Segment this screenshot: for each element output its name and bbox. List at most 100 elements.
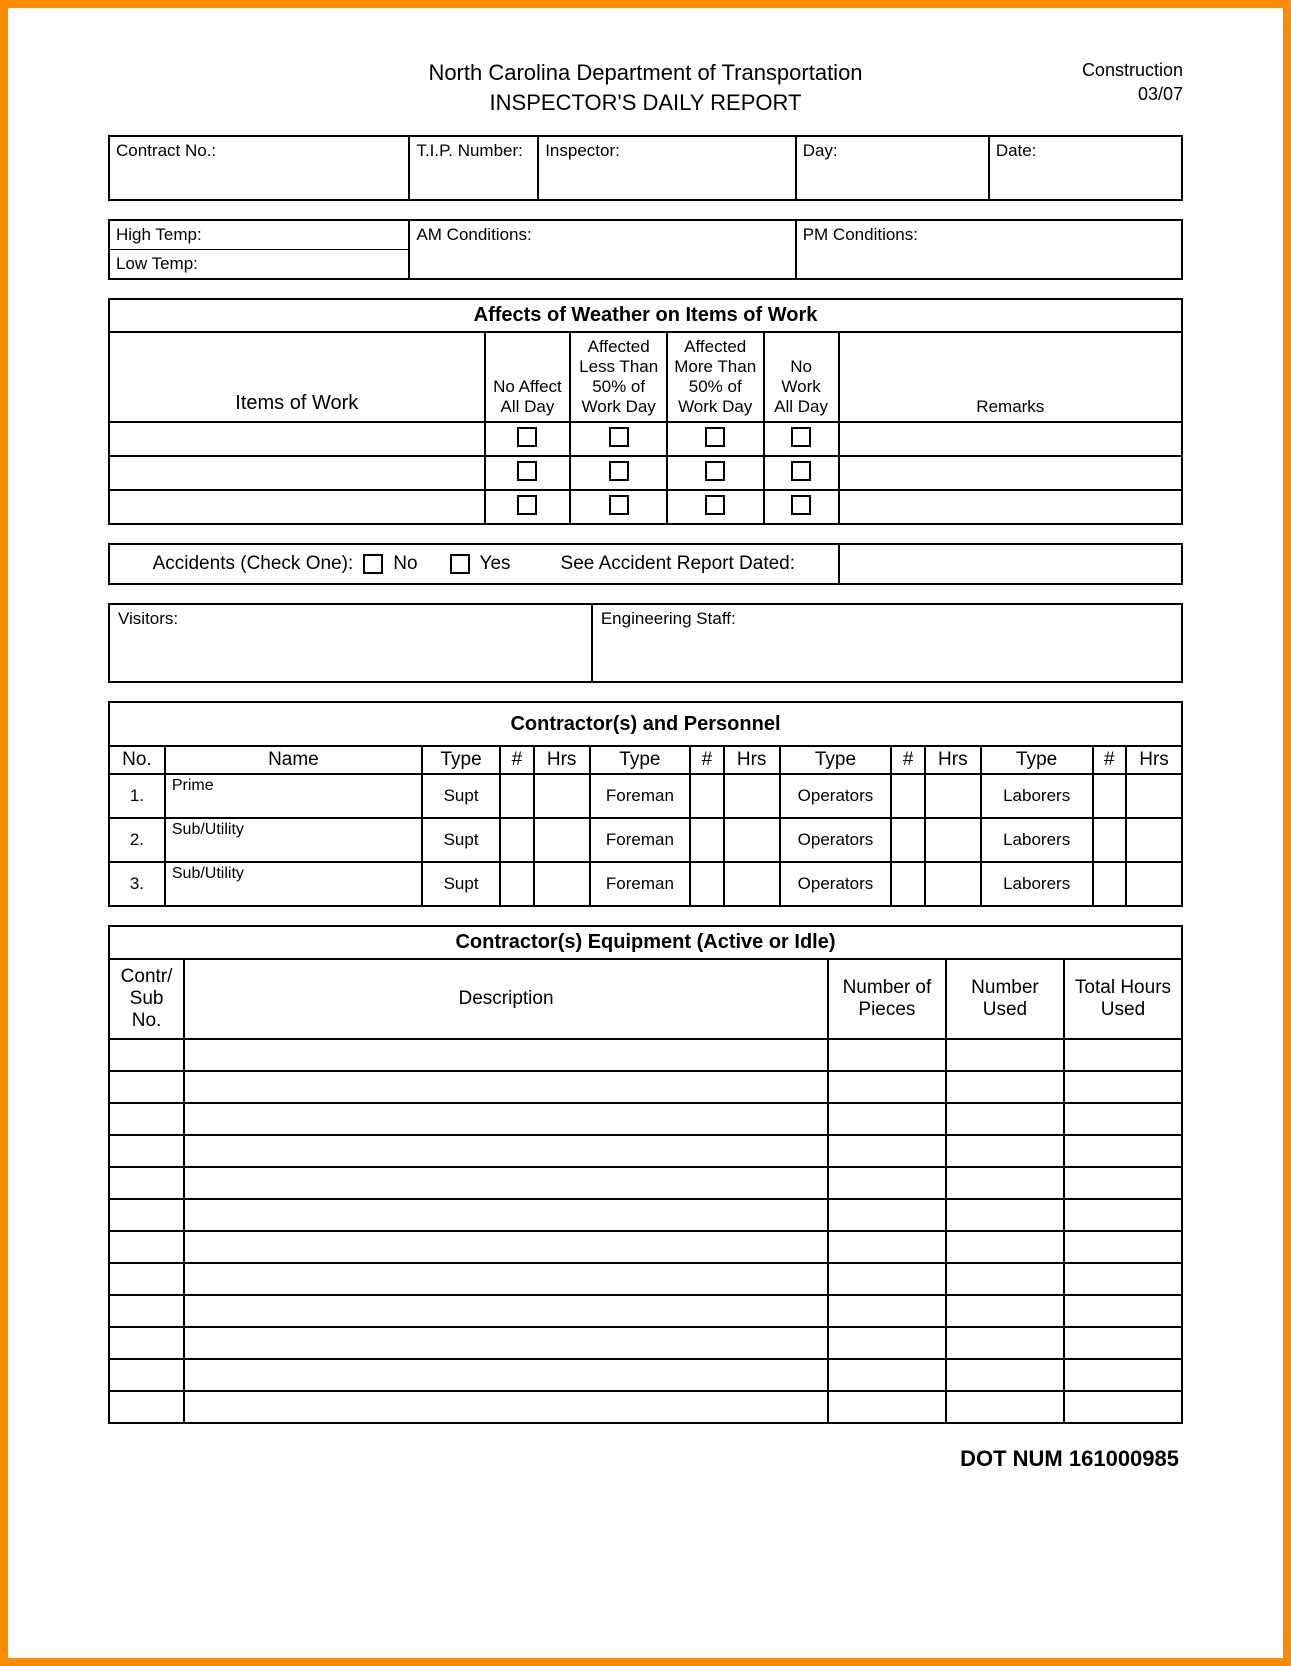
checkbox-accident-no[interactable] <box>363 554 383 574</box>
contractor-count[interactable] <box>500 862 534 906</box>
equipment-desc-cell[interactable] <box>184 1359 828 1391</box>
equipment-desc-cell[interactable] <box>184 1167 828 1199</box>
equipment-contr-cell[interactable] <box>109 1391 184 1423</box>
equipment-pieces-cell[interactable] <box>828 1391 946 1423</box>
low-temp-cell[interactable]: Low Temp: <box>109 250 409 280</box>
equipment-desc-cell[interactable] <box>184 1135 828 1167</box>
checkbox-gt50[interactable] <box>705 427 725 447</box>
contractor-hrs[interactable] <box>724 862 780 906</box>
inspector-cell[interactable]: Inspector: <box>538 136 796 200</box>
visitors-cell[interactable]: Visitors: <box>109 604 592 682</box>
weather-remarks-cell[interactable] <box>839 490 1182 524</box>
equipment-contr-cell[interactable] <box>109 1327 184 1359</box>
checkbox-gt50[interactable] <box>705 495 725 515</box>
equipment-hours-cell[interactable] <box>1064 1071 1182 1103</box>
equipment-hours-cell[interactable] <box>1064 1135 1182 1167</box>
contractor-hrs[interactable] <box>534 862 590 906</box>
equipment-desc-cell[interactable] <box>184 1327 828 1359</box>
weather-item-cell[interactable] <box>109 490 485 524</box>
equipment-used-cell[interactable] <box>946 1103 1064 1135</box>
contractor-hrs[interactable] <box>1126 818 1182 862</box>
checkbox-nowork[interactable] <box>791 461 811 481</box>
equipment-hours-cell[interactable] <box>1064 1167 1182 1199</box>
contractor-count[interactable] <box>500 774 534 818</box>
equipment-pieces-cell[interactable] <box>828 1103 946 1135</box>
checkbox-noaffect[interactable] <box>517 461 537 481</box>
contractor-hrs[interactable] <box>724 818 780 862</box>
equipment-hours-cell[interactable] <box>1064 1103 1182 1135</box>
weather-item-cell[interactable] <box>109 422 485 456</box>
contractor-count[interactable] <box>1093 862 1127 906</box>
equipment-hours-cell[interactable] <box>1064 1199 1182 1231</box>
contractor-count[interactable] <box>891 862 925 906</box>
equipment-pieces-cell[interactable] <box>828 1263 946 1295</box>
contractor-count[interactable] <box>690 774 724 818</box>
equipment-used-cell[interactable] <box>946 1071 1064 1103</box>
equipment-desc-cell[interactable] <box>184 1231 828 1263</box>
equipment-hours-cell[interactable] <box>1064 1359 1182 1391</box>
contractor-hrs[interactable] <box>534 818 590 862</box>
contractor-hrs[interactable] <box>1126 862 1182 906</box>
equipment-pieces-cell[interactable] <box>828 1071 946 1103</box>
weather-remarks-cell[interactable] <box>839 422 1182 456</box>
engineering-staff-cell[interactable]: Engineering Staff: <box>592 604 1182 682</box>
checkbox-noaffect[interactable] <box>517 427 537 447</box>
checkbox-nowork[interactable] <box>791 427 811 447</box>
equipment-hours-cell[interactable] <box>1064 1391 1182 1423</box>
equipment-used-cell[interactable] <box>946 1295 1064 1327</box>
equipment-desc-cell[interactable] <box>184 1071 828 1103</box>
equipment-contr-cell[interactable] <box>109 1231 184 1263</box>
equipment-used-cell[interactable] <box>946 1263 1064 1295</box>
contractor-count[interactable] <box>690 862 724 906</box>
contractor-name[interactable]: Prime <box>165 774 422 818</box>
contractor-name[interactable]: Sub/Utility <box>165 862 422 906</box>
equipment-contr-cell[interactable] <box>109 1199 184 1231</box>
day-cell[interactable]: Day: <box>796 136 989 200</box>
equipment-contr-cell[interactable] <box>109 1071 184 1103</box>
contractor-count[interactable] <box>1093 818 1127 862</box>
contractor-hrs[interactable] <box>925 818 981 862</box>
equipment-hours-cell[interactable] <box>1064 1039 1182 1071</box>
equipment-hours-cell[interactable] <box>1064 1295 1182 1327</box>
contractor-count[interactable] <box>891 774 925 818</box>
equipment-contr-cell[interactable] <box>109 1167 184 1199</box>
equipment-pieces-cell[interactable] <box>828 1327 946 1359</box>
equipment-used-cell[interactable] <box>946 1199 1064 1231</box>
equipment-used-cell[interactable] <box>946 1327 1064 1359</box>
equipment-hours-cell[interactable] <box>1064 1327 1182 1359</box>
equipment-contr-cell[interactable] <box>109 1263 184 1295</box>
checkbox-lt50[interactable] <box>609 461 629 481</box>
contractor-hrs[interactable] <box>724 774 780 818</box>
equipment-pieces-cell[interactable] <box>828 1295 946 1327</box>
equipment-used-cell[interactable] <box>946 1359 1064 1391</box>
weather-remarks-cell[interactable] <box>839 456 1182 490</box>
tip-number-cell[interactable]: T.I.P. Number: <box>409 136 538 200</box>
equipment-pieces-cell[interactable] <box>828 1135 946 1167</box>
equipment-desc-cell[interactable] <box>184 1103 828 1135</box>
equipment-desc-cell[interactable] <box>184 1199 828 1231</box>
contractor-hrs[interactable] <box>534 774 590 818</box>
checkbox-nowork[interactable] <box>791 495 811 515</box>
equipment-pieces-cell[interactable] <box>828 1231 946 1263</box>
equipment-contr-cell[interactable] <box>109 1359 184 1391</box>
contractor-count[interactable] <box>690 818 724 862</box>
contractor-hrs[interactable] <box>925 862 981 906</box>
accident-report-date-cell[interactable] <box>839 544 1182 584</box>
equipment-desc-cell[interactable] <box>184 1263 828 1295</box>
equipment-pieces-cell[interactable] <box>828 1167 946 1199</box>
equipment-desc-cell[interactable] <box>184 1391 828 1423</box>
contractor-count[interactable] <box>891 818 925 862</box>
equipment-pieces-cell[interactable] <box>828 1359 946 1391</box>
equipment-contr-cell[interactable] <box>109 1295 184 1327</box>
am-conditions-cell[interactable]: AM Conditions: <box>409 220 795 279</box>
equipment-hours-cell[interactable] <box>1064 1263 1182 1295</box>
equipment-used-cell[interactable] <box>946 1039 1064 1071</box>
checkbox-accident-yes[interactable] <box>450 554 470 574</box>
equipment-used-cell[interactable] <box>946 1135 1064 1167</box>
weather-item-cell[interactable] <box>109 456 485 490</box>
contractor-name[interactable]: Sub/Utility <box>165 818 422 862</box>
equipment-pieces-cell[interactable] <box>828 1039 946 1071</box>
checkbox-noaffect[interactable] <box>517 495 537 515</box>
equipment-pieces-cell[interactable] <box>828 1199 946 1231</box>
checkbox-lt50[interactable] <box>609 495 629 515</box>
